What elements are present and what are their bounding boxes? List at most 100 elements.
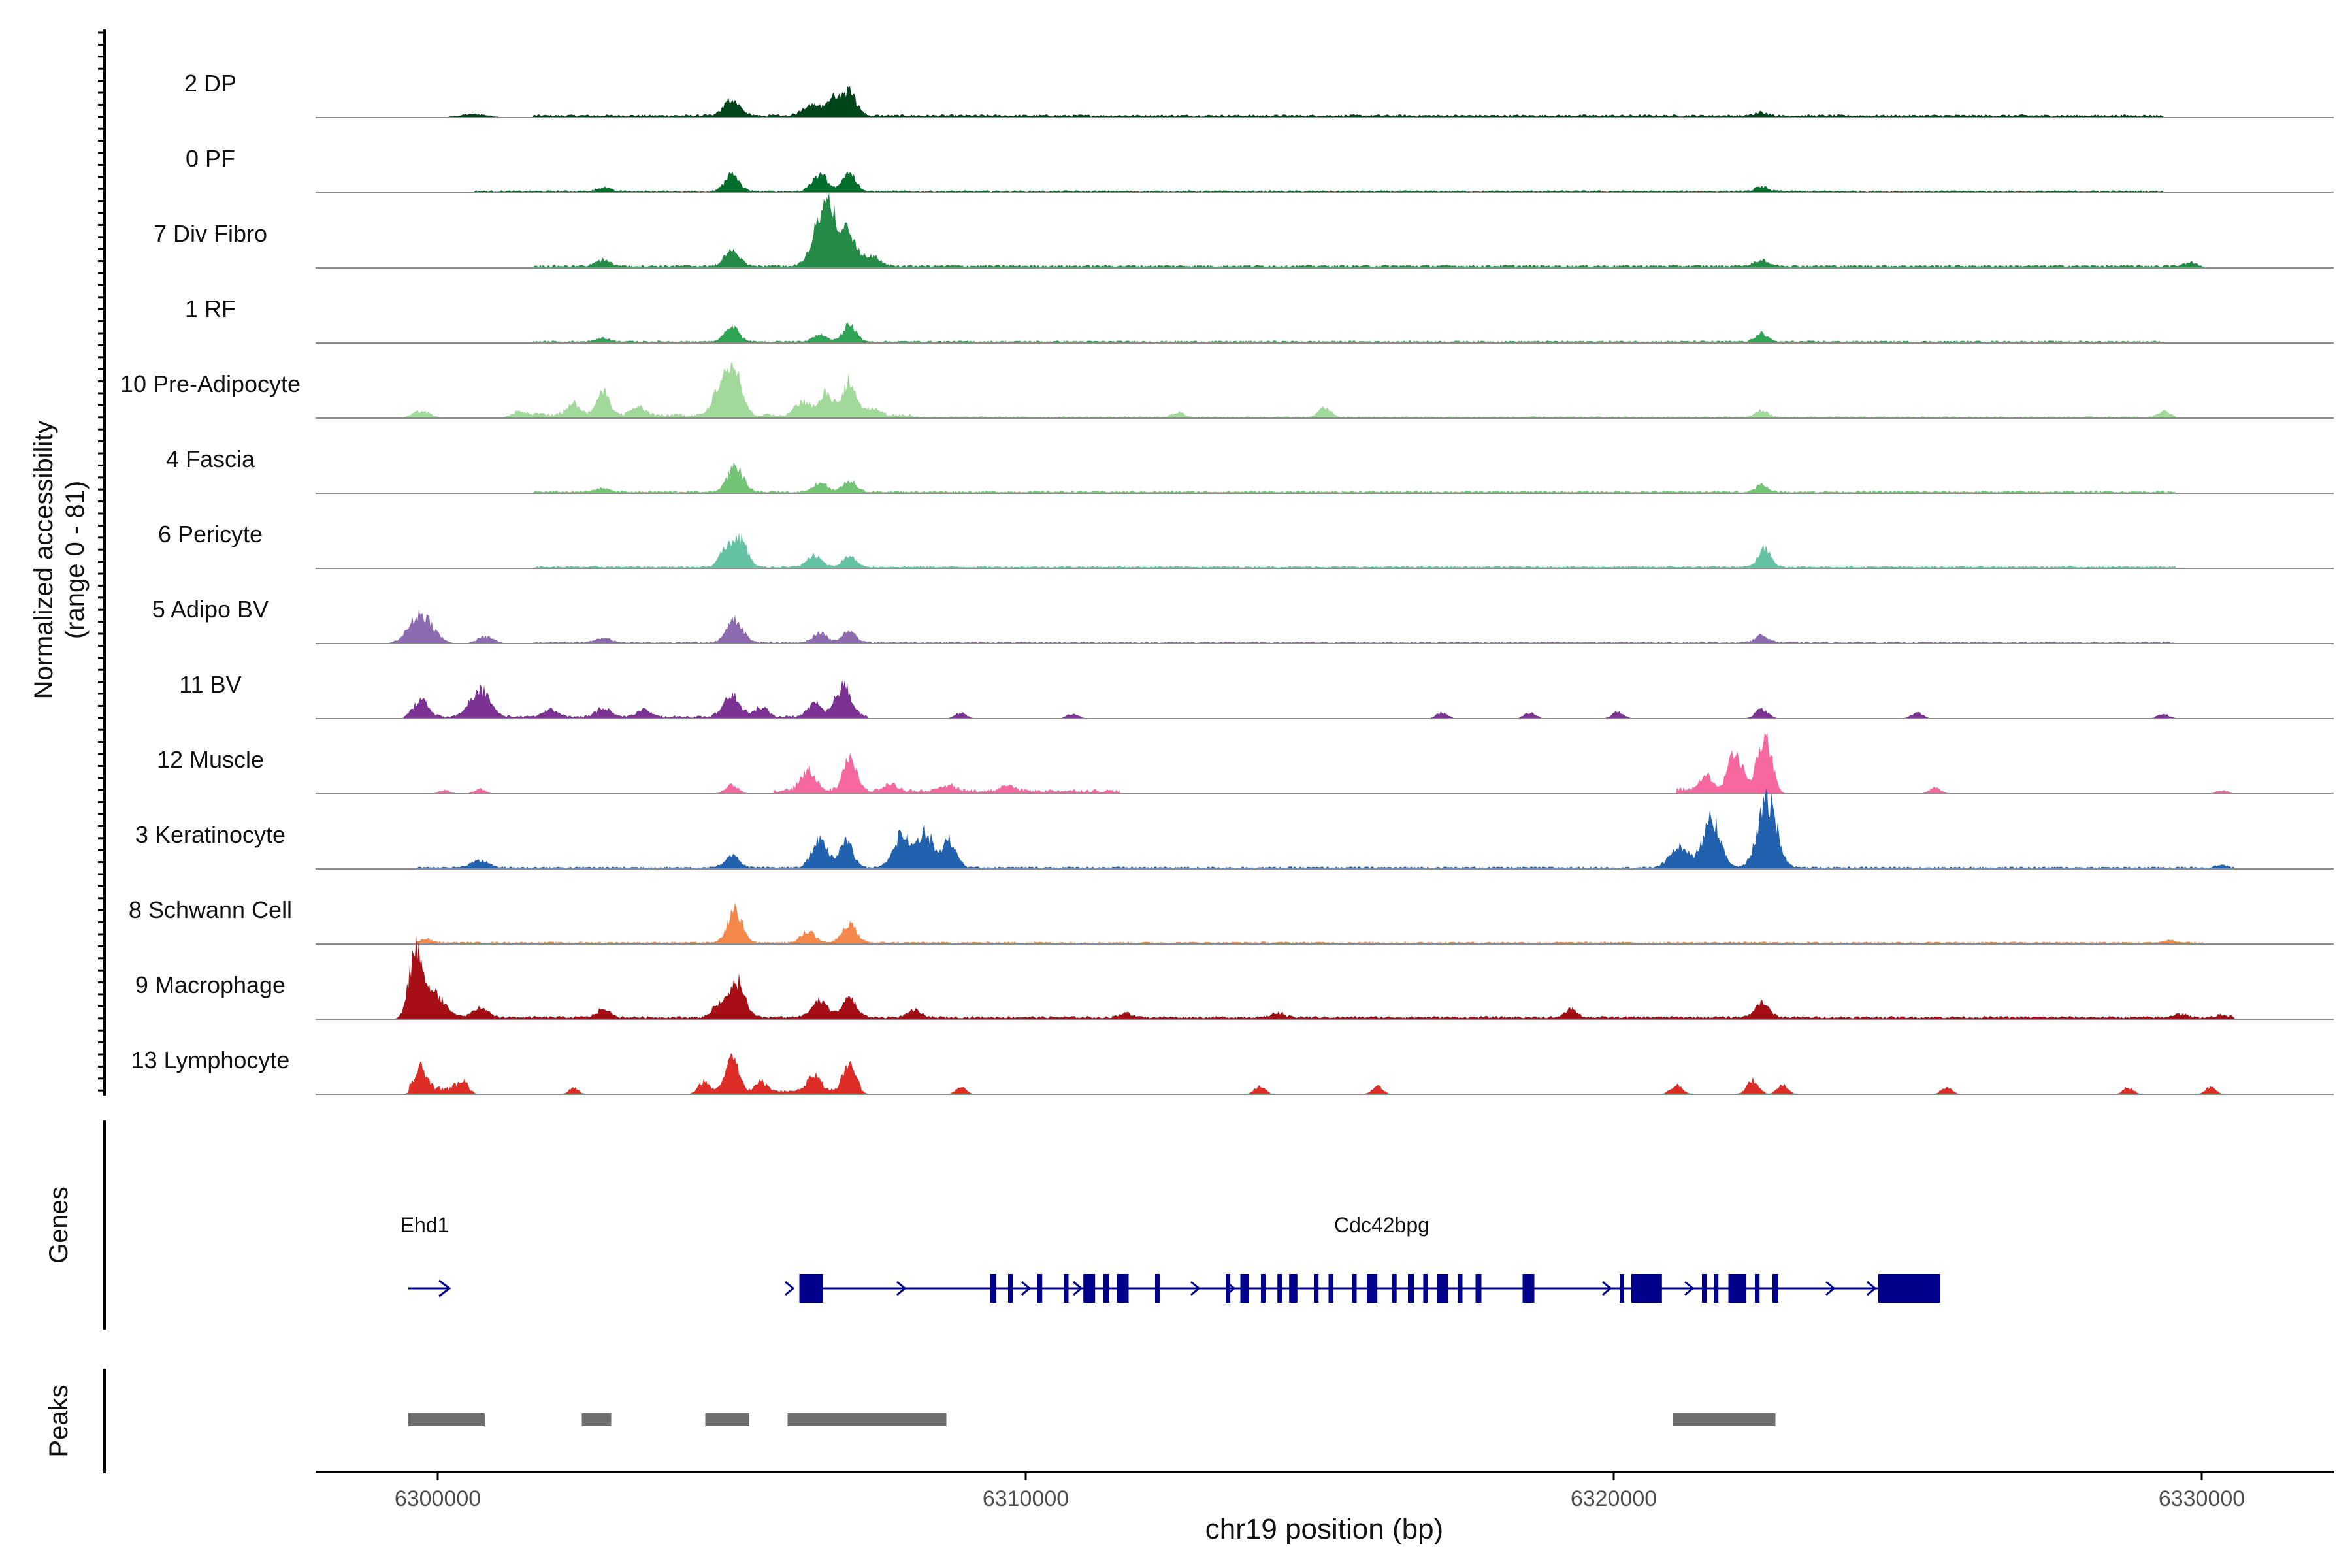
exon-block: [1475, 1274, 1482, 1303]
track-label: 10 Pre-Adipocyte: [120, 370, 301, 397]
peak-region: [1673, 1413, 1776, 1426]
track-8: 11 BV: [179, 671, 2334, 719]
x-tick-label: 6300000: [395, 1486, 481, 1511]
coverage-area: [316, 935, 2334, 1019]
exon-block: [1240, 1274, 1249, 1303]
exon-block: [1314, 1274, 1319, 1303]
track-0: 2 DP: [184, 70, 2334, 118]
exon-block: [1352, 1274, 1357, 1303]
track-label: 8 Schwann Cell: [129, 896, 292, 923]
x-tick-label: 6310000: [983, 1486, 1069, 1511]
strand-arrow: [896, 1281, 907, 1296]
track-label: 5 Adipo BV: [152, 596, 269, 623]
track-2: 7 Div Fibro: [154, 193, 2334, 269]
gene-models: Ehd1 Cdc42bpg: [400, 1213, 1940, 1303]
exon-block: [1083, 1274, 1096, 1303]
gene-ehd1: Ehd1: [400, 1213, 451, 1298]
coverage-tracks: 2 DP 0 PF 7 Div Fibro 1 RF 10 Pre-Adipocyte 4…: [120, 70, 2334, 1095]
exon-block: [1522, 1274, 1535, 1303]
strand-arrow: [1825, 1281, 1836, 1296]
track-10: 3 Keratinocyte: [135, 788, 2334, 870]
strand-arrow: [1684, 1281, 1695, 1296]
peak-region: [408, 1413, 485, 1426]
track-label: 12 Muscle: [157, 746, 264, 773]
track-7: 5 Adipo BV: [152, 596, 2334, 644]
peaks-track: Peaks: [44, 1369, 106, 1473]
track-label: 13 Lymphocyte: [131, 1047, 290, 1073]
track-3: 1 RF: [185, 295, 2334, 344]
exon-block: [1103, 1274, 1109, 1303]
x-tick-label: 6330000: [2159, 1486, 2245, 1511]
peaks-track-label: Peaks: [44, 1384, 73, 1457]
exon-block: [1631, 1274, 1662, 1303]
track-5: 4 Fascia: [166, 446, 2334, 494]
track-label: 7 Div Fibro: [154, 220, 267, 247]
exon-block: [1702, 1274, 1707, 1303]
coverage-area: [316, 86, 2334, 118]
coverage-area: [316, 902, 2334, 944]
exon-block: [1037, 1274, 1043, 1303]
exon-block: [1261, 1274, 1266, 1303]
coverage-area: [316, 322, 2334, 343]
strand-arrow: [1867, 1281, 1877, 1296]
exon-block: [990, 1274, 996, 1303]
x-axis: 6300000 6310000 6320000 6330000: [316, 1471, 2334, 1511]
track-4: 10 Pre-Adipocyte: [120, 362, 2334, 419]
y-axis-label: Normalized accessibility (range 0 - 81): [29, 421, 90, 700]
peak-region: [705, 1413, 749, 1426]
track-11: 8 Schwann Cell: [129, 896, 2334, 945]
exon-block: [1064, 1274, 1069, 1303]
y-axis: [98, 29, 106, 1096]
exon-block: [1878, 1274, 1940, 1303]
peak-region: [581, 1413, 612, 1426]
track-label: 4 Fascia: [166, 446, 255, 472]
exon-block: [1458, 1274, 1463, 1303]
strand-arrow: [1602, 1281, 1612, 1296]
y-axis-label-line-1: Normalized accessibility: [29, 421, 58, 700]
strand-arrow: [438, 1279, 451, 1298]
track-1: 0 PF: [186, 145, 2334, 193]
strand-arrow: [1073, 1281, 1083, 1296]
exon-block: [1117, 1274, 1129, 1303]
track-12: 9 Macrophage: [135, 935, 2334, 1020]
exon-block: [1289, 1274, 1298, 1303]
exon-block: [799, 1274, 823, 1303]
track-13: 13 Lymphocyte: [131, 1047, 2334, 1095]
coverage-area: [316, 462, 2334, 493]
coverage-area: [316, 788, 2334, 869]
strand-arrow: [785, 1281, 795, 1296]
exon-block: [1437, 1274, 1448, 1303]
peak-region: [787, 1413, 947, 1426]
coverage-area: [316, 532, 2334, 568]
gene-label: Cdc42bpg: [1334, 1213, 1429, 1237]
strand-arrow: [1190, 1281, 1201, 1296]
exon-block: [1392, 1274, 1397, 1303]
coverage-area: [316, 610, 2334, 644]
coverage-area: [316, 732, 2334, 794]
track-6: 6 Pericyte: [158, 521, 2334, 569]
track-label: 0 PF: [186, 145, 235, 172]
x-axis-label: chr19 position (bp): [1205, 1513, 1443, 1545]
strand-arrow: [1021, 1281, 1032, 1296]
genes-track-label: Genes: [44, 1186, 73, 1264]
exon-block: [1728, 1274, 1746, 1303]
track-label: 1 RF: [185, 295, 236, 322]
track-label: 9 Macrophage: [135, 972, 286, 998]
coverage-area: [316, 362, 2334, 418]
exon-block: [1328, 1274, 1333, 1303]
exon-block: [1423, 1274, 1428, 1303]
coverage-area: [316, 171, 2334, 193]
coverage-area: [316, 680, 2334, 719]
x-tick-label: 6320000: [1571, 1486, 1657, 1511]
track-label: 3 Keratinocyte: [135, 821, 286, 848]
peak-regions: [408, 1413, 1776, 1426]
exon-block: [1226, 1274, 1230, 1303]
track-label: 11 BV: [179, 671, 241, 698]
exon-block: [1277, 1274, 1282, 1303]
exon-block: [1155, 1274, 1160, 1303]
coverage-area: [316, 1053, 2334, 1094]
gene-label: Ehd1: [400, 1213, 449, 1237]
coverage-area: [316, 193, 2334, 268]
exon-block: [1620, 1274, 1624, 1303]
genes-track: Genes: [44, 1120, 106, 1330]
